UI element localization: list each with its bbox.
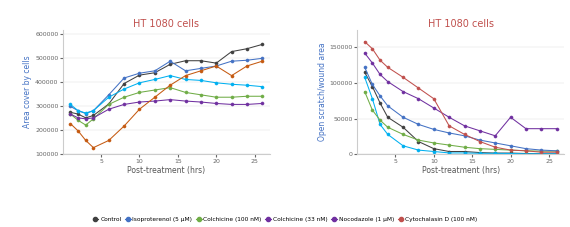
Legend: Control, Isoproterenol (5 μM), Colchicine (100 nM), Colchicine (33 nM), Nocodazo: Control, Isoproterenol (5 μM), Colchicin… bbox=[90, 214, 480, 224]
Title: HT 1080 cells: HT 1080 cells bbox=[428, 19, 494, 29]
Y-axis label: Open scratch/wound area: Open scratch/wound area bbox=[318, 43, 327, 141]
Title: HT 1080 cells: HT 1080 cells bbox=[133, 19, 199, 29]
Y-axis label: Area cover by cells: Area cover by cells bbox=[23, 56, 32, 128]
X-axis label: Post-treatment (hrs): Post-treatment (hrs) bbox=[422, 166, 500, 175]
X-axis label: Post-treatment (hrs): Post-treatment (hrs) bbox=[127, 166, 205, 175]
